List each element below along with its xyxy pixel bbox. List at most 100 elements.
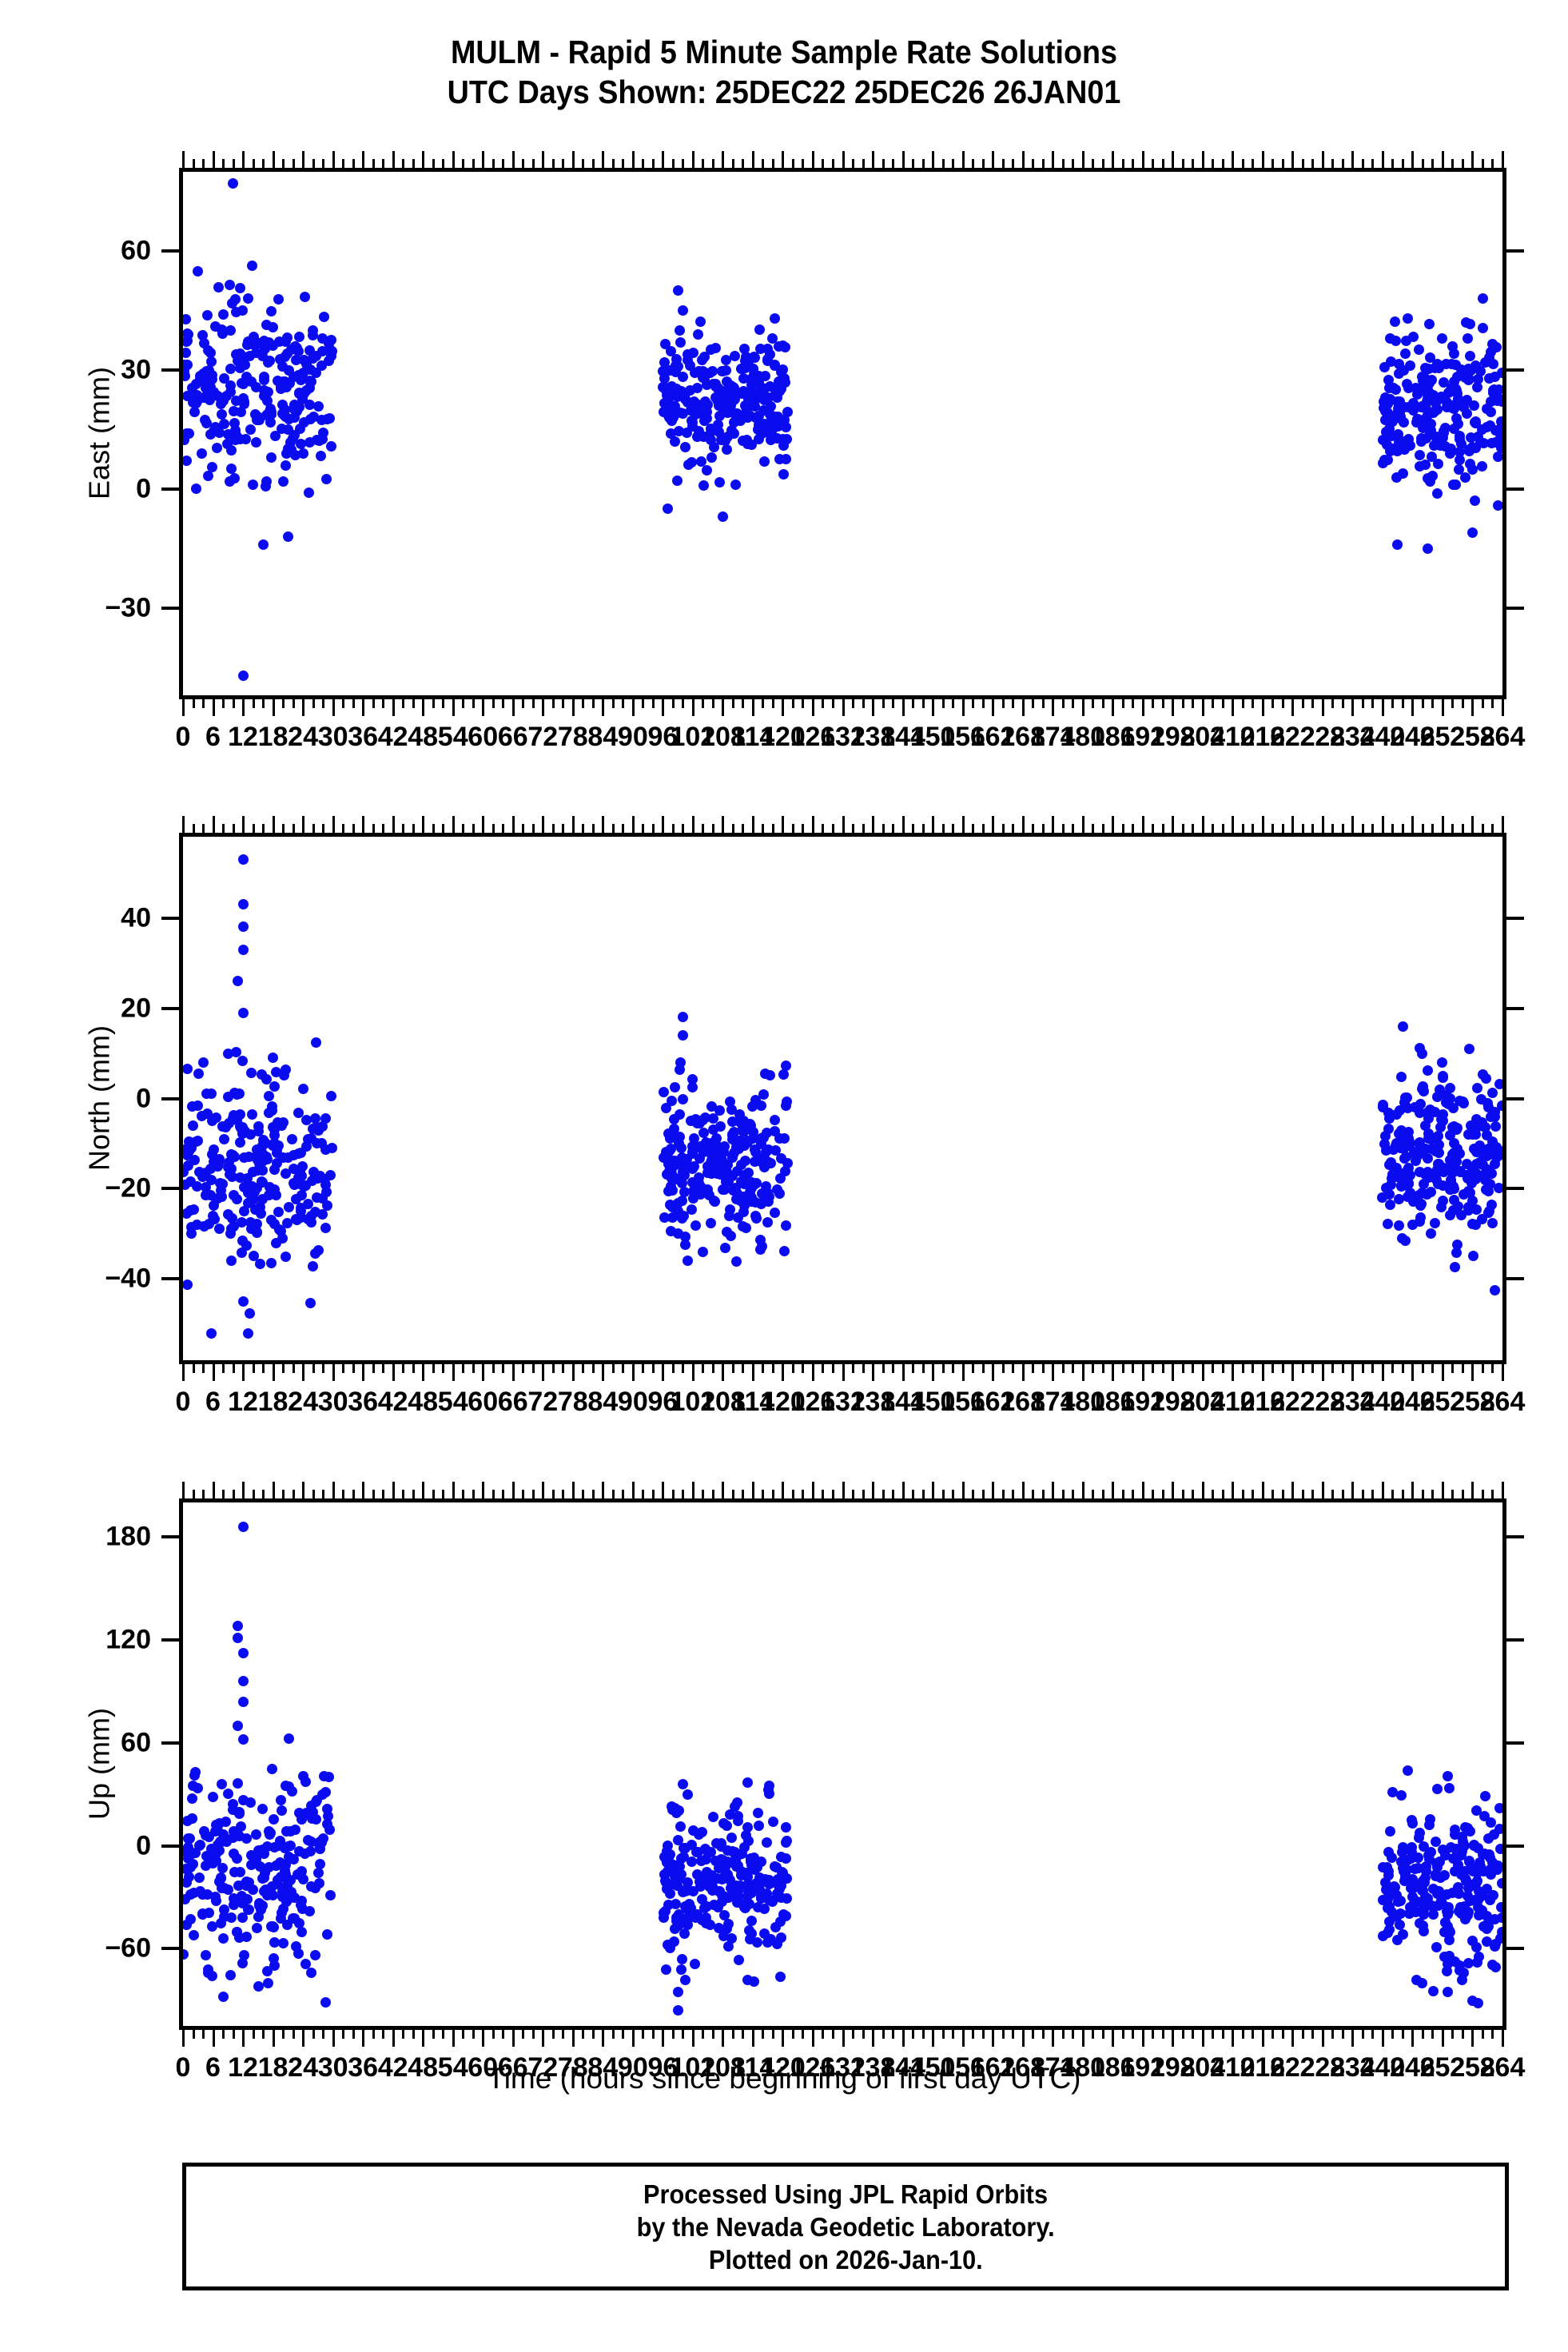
xtick-bottom — [242, 2030, 245, 2047]
xtick-top — [842, 816, 845, 833]
data-point — [237, 1296, 249, 1307]
xtick-label: 90 — [617, 1387, 648, 1417]
xtick-top — [691, 151, 694, 168]
data-point — [203, 1907, 214, 1918]
xtick-bottom — [981, 2030, 985, 2039]
xtick-top — [1341, 159, 1344, 168]
xtick-top — [282, 1490, 285, 1498]
xtick-bottom — [392, 699, 395, 716]
xtick-top — [1101, 159, 1104, 168]
data-point — [779, 1246, 790, 1257]
xtick-bottom — [222, 1364, 225, 1373]
xtick-bottom — [372, 699, 375, 708]
xtick-label: 6 — [205, 1387, 221, 1417]
xtick-bottom — [932, 2030, 935, 2047]
xtick-bottom — [1072, 2030, 1075, 2039]
xtick-top — [1141, 1482, 1144, 1498]
xtick-bottom — [952, 1364, 955, 1373]
xtick-bottom — [1061, 2030, 1065, 2039]
xtick-top — [631, 151, 635, 168]
data-point — [237, 378, 248, 389]
xtick-bottom — [1212, 2030, 1215, 2039]
data-point — [183, 1920, 192, 1931]
data-point — [1395, 1071, 1407, 1082]
xtick-bottom — [1101, 699, 1104, 708]
xtick-label: 78 — [557, 722, 588, 752]
xtick-top — [941, 1490, 945, 1498]
data-point — [278, 1937, 289, 1948]
xtick-bottom — [511, 699, 515, 716]
data-point — [280, 1781, 291, 1792]
xtick-bottom — [1401, 2030, 1404, 2039]
xtick-bottom — [1092, 699, 1095, 708]
xtick-bottom — [901, 2030, 905, 2047]
xtick-bottom — [882, 1364, 885, 1373]
data-point — [325, 1090, 336, 1101]
data-point — [225, 324, 237, 336]
data-point — [201, 1950, 212, 1961]
xtick-top — [252, 1490, 255, 1498]
xtick-top — [1441, 1482, 1444, 1498]
xtick-top — [412, 1490, 415, 1498]
xtick-top — [1252, 1490, 1255, 1498]
data-point — [259, 391, 270, 402]
data-point — [289, 1150, 300, 1161]
data-point — [294, 423, 305, 434]
xtick-bottom — [212, 1364, 215, 1381]
data-point — [687, 348, 698, 359]
xtick-bottom — [502, 699, 505, 708]
data-point — [222, 1209, 233, 1220]
xtick-top — [1481, 159, 1484, 168]
data-point — [1402, 313, 1413, 324]
xtick-top — [862, 824, 865, 833]
xtick-top — [1212, 1490, 1215, 1498]
data-point — [1430, 1870, 1441, 1881]
data-point — [1427, 1883, 1439, 1894]
xtick-bottom — [582, 699, 585, 708]
xtick-bottom — [941, 1364, 945, 1373]
data-point — [751, 1936, 762, 1948]
xtick-bottom — [362, 699, 365, 716]
xtick-top — [802, 824, 805, 833]
xtick-bottom — [1141, 2030, 1144, 2047]
xtick-top — [262, 1490, 265, 1498]
xtick-bottom — [802, 1364, 805, 1373]
xtick-top — [972, 1490, 975, 1498]
data-point — [308, 353, 319, 364]
xtick-bottom — [852, 1364, 854, 1373]
data-point — [221, 438, 233, 449]
xtick-bottom — [502, 1364, 505, 1373]
data-point — [767, 332, 778, 344]
data-point — [1489, 1940, 1500, 1952]
data-point — [672, 1986, 683, 1997]
data-point — [1487, 1088, 1498, 1099]
data-point — [659, 372, 670, 384]
xtick-bottom — [1291, 2030, 1295, 2047]
data-point — [1429, 1217, 1440, 1228]
data-point — [1444, 1209, 1455, 1220]
xtick-top — [462, 824, 465, 833]
xtick-top — [1291, 816, 1295, 833]
xtick-top — [392, 1482, 395, 1498]
data-point — [233, 1893, 245, 1904]
data-point — [233, 1720, 244, 1731]
xtick-bottom — [822, 2030, 825, 2039]
data-point — [1494, 1823, 1502, 1834]
data-point — [696, 456, 707, 467]
xtick-top — [651, 1490, 655, 1498]
data-point — [210, 1819, 221, 1830]
data-point — [229, 293, 241, 304]
data-point — [300, 1114, 312, 1125]
xtick-top — [872, 816, 875, 833]
xtick-top — [1381, 1482, 1384, 1498]
xtick-top — [372, 1490, 375, 1498]
data-point — [1407, 1220, 1418, 1231]
xtick-bottom — [571, 699, 575, 716]
xtick-top — [1301, 159, 1304, 168]
xtick-bottom — [372, 1364, 375, 1373]
data-point — [281, 1825, 292, 1837]
xtick-top — [1391, 1490, 1395, 1498]
xtick-top — [432, 159, 435, 168]
xtick-bottom — [961, 2030, 965, 2047]
xtick-bottom — [791, 699, 794, 708]
